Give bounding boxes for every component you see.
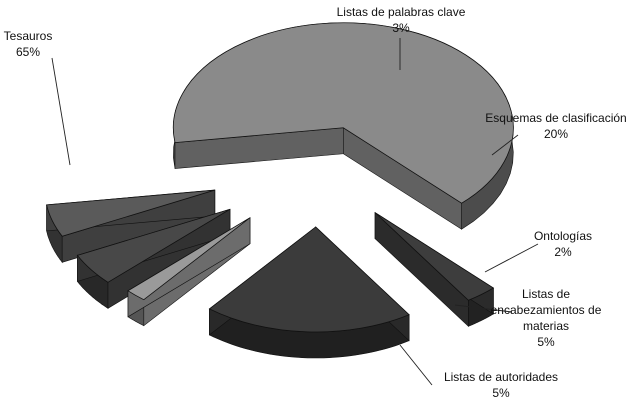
slice-label-line: Tesauros (4, 29, 53, 43)
pie-slice-ontologias (127, 217, 251, 301)
slice-label-line: Listas de autoridades (444, 370, 558, 384)
pie-slice-listas-de-autoridades (46, 189, 215, 237)
leader-line-listas-de-autoridades (399, 344, 433, 386)
slice-label-listas-de-encabezamientos-de-materias: Listas de encabezamientos de materias 5% (491, 287, 602, 349)
slice-label-esquemas-de-clasificacion: Esquemas de clasificación 20% (485, 111, 626, 141)
slice-labels: Tesauros 65% Listas de palabras clave 3% Esq… (4, 5, 627, 400)
slice-label-line: Ontologías (534, 229, 592, 243)
pie-slice-listas-de-encabezamientos-de-materias (76, 208, 231, 283)
slice-label-line: Esquemas de clasificación (485, 111, 626, 125)
leader-lines (51, 38, 539, 386)
leader-line-listas-de-encabezamientos-de-materias (454, 304, 513, 313)
pie-slice-listas-de-palabras-clave (374, 212, 495, 301)
slice-label-listas-de-palabras-clave: Listas de palabras clave 3% (337, 5, 466, 35)
slice-tops (46, 22, 514, 333)
slice-label-line: Listas de palabras clave (337, 5, 466, 19)
slice-label-line: Listas de (522, 287, 570, 301)
slice-label-line: materias (523, 319, 569, 333)
slice-value-label: 20% (544, 127, 568, 141)
pie-slice-esquemas-de-clasificacion (208, 226, 410, 333)
leader-line-esquemas-de-clasificacion (491, 134, 519, 156)
slice-value-label: 3% (392, 21, 410, 35)
leader-line-ontologias (484, 243, 539, 273)
leader-line-tesauros (51, 57, 71, 166)
pie-slice-tesauros (172, 22, 514, 204)
slice-value-label: 2% (554, 245, 572, 259)
slice-value-label: 5% (537, 335, 555, 349)
slice-label-line: encabezamientos de (491, 303, 602, 317)
slice-value-label: 5% (492, 386, 510, 400)
slice-value-label: 65% (16, 45, 40, 59)
slice-label-ontologias: Ontologías 2% (534, 229, 592, 259)
slice-label-tesauros: Tesauros 65% (4, 29, 53, 59)
slice-label-listas-de-autoridades: Listas de autoridades 5% (444, 370, 558, 400)
